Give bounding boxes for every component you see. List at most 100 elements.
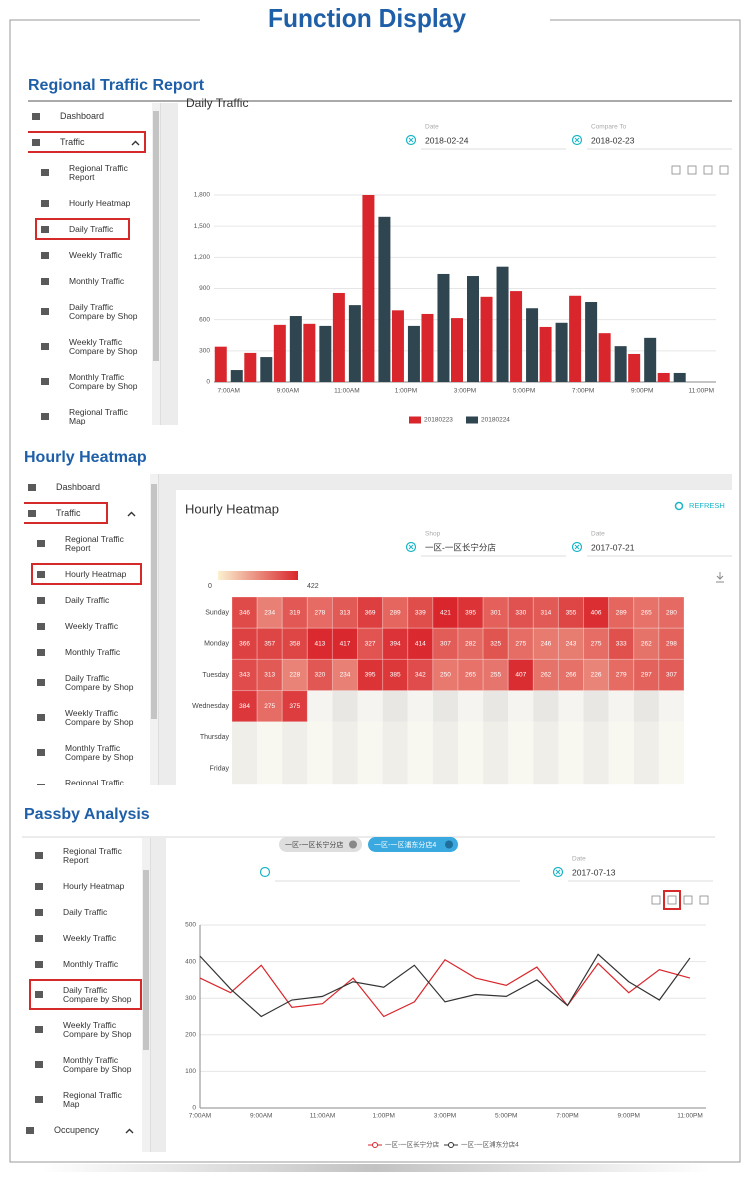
menu-icon <box>35 908 43 916</box>
menu-item[interactable]: Dashboard <box>28 103 160 129</box>
refresh-button[interactable]: REFRESH <box>689 501 725 510</box>
bar <box>614 346 627 382</box>
menu-item[interactable]: Dashboard <box>24 474 158 500</box>
empty-cell <box>257 721 283 753</box>
menu-item[interactable]: Weekly Traffic <box>24 613 158 639</box>
bar <box>496 266 509 382</box>
menu-label: Monthly Traffic Compare by Shop <box>69 371 138 391</box>
menu-item[interactable]: Regional Traffic Report <box>28 155 160 190</box>
bar <box>539 326 552 382</box>
scroll-thumb <box>153 111 159 361</box>
menu-item[interactable]: Hourly Heatmap <box>22 873 150 899</box>
tag[interactable] <box>279 837 362 852</box>
menu-item[interactable]: Regional Traffic Report <box>24 526 158 561</box>
menu-icon <box>37 596 45 604</box>
empty-cell <box>508 721 534 753</box>
menu-item[interactable]: Regional Traffic Map <box>22 1082 150 1117</box>
menu-item[interactable]: Weekly Traffic Compare by Shop <box>22 1012 150 1047</box>
menu-label: Regional Traffic Report <box>65 533 124 553</box>
menu-item[interactable]: Weekly Traffic <box>28 242 160 268</box>
menu-item[interactable]: Traffic <box>24 500 158 526</box>
cell-label: 234 <box>264 609 275 616</box>
cell-label: 406 <box>591 609 602 616</box>
section-title: Passby Analysis <box>24 806 150 823</box>
empty-cell <box>232 753 258 785</box>
menu-item[interactable]: Regional Traffic Map <box>28 399 160 425</box>
menu-item[interactable]: Monthly Traffic <box>24 639 158 665</box>
cell-label: 297 <box>641 672 652 679</box>
menu-item[interactable]: Weekly Traffic <box>22 925 150 951</box>
menu-item[interactable]: Monthly Traffic Compare by Shop <box>24 735 158 770</box>
heat-cell <box>432 627 459 660</box>
menu-item[interactable]: Daily Traffic <box>28 216 160 242</box>
tag-label: 一区-一区浦东分店4 <box>374 840 436 849</box>
empty-cell <box>458 690 484 722</box>
scroll-thumb <box>151 484 157 719</box>
menu-item[interactable]: Monthly Traffic Compare by Shop <box>28 364 160 399</box>
heat-cell <box>357 596 384 629</box>
menu-icon <box>32 138 40 146</box>
cell-label: 278 <box>314 609 325 616</box>
empty-cell <box>583 690 609 722</box>
field-value[interactable]: 2017-07-21 <box>591 542 635 552</box>
menu-item[interactable]: Daily Traffic <box>24 587 158 613</box>
tag-close <box>445 840 453 849</box>
menu-icon <box>41 343 49 350</box>
empty-cell <box>332 753 358 785</box>
field-label: Shop <box>425 531 441 538</box>
heat-cell <box>256 596 283 629</box>
menu-item[interactable]: Daily Traffic <box>22 899 150 925</box>
cell-label: 320 <box>314 672 325 679</box>
scroll-track <box>152 103 160 425</box>
menu-icon <box>35 1061 43 1068</box>
field-value[interactable]: 2018-02-23 <box>591 135 635 145</box>
menu-item[interactable]: Regional Traffic Report <box>22 838 150 873</box>
empty-cell <box>407 721 433 753</box>
heat-cell <box>608 658 635 692</box>
y-tick-label: 0 <box>192 1105 196 1112</box>
menu-item[interactable]: Monthly Traffic Compare by Shop <box>22 1047 150 1082</box>
menu-item[interactable]: Hourly Heatmap <box>24 561 158 587</box>
field-value[interactable]: 2018-02-24 <box>425 135 469 145</box>
x-tick-label: 11:00AM <box>310 1113 336 1120</box>
menu-item[interactable]: Traffic <box>28 129 160 155</box>
cell-label: 289 <box>616 609 627 616</box>
scroll-thumb <box>143 870 149 1050</box>
menu-item[interactable]: Monthly Traffic <box>28 268 160 294</box>
clear-icon <box>405 134 417 146</box>
tag[interactable] <box>368 837 458 852</box>
menu-item[interactable]: Occupency <box>22 1117 150 1143</box>
menu-item[interactable]: Hourly Heatmap <box>28 190 160 216</box>
menu-item[interactable]: Monthly Traffic <box>22 951 150 977</box>
heat-cell <box>357 627 384 660</box>
refresh-icon <box>674 501 684 511</box>
sidebar: Dashboard Traffic Regional Traffic Report H… <box>28 103 161 425</box>
bar <box>480 296 493 382</box>
field-value[interactable]: 2017-07-13 <box>572 867 616 877</box>
empty-cell <box>458 721 484 753</box>
menu-item[interactable]: Regional Traffic Map <box>24 770 158 785</box>
menu-icon <box>41 277 49 285</box>
empty-cell <box>558 690 584 722</box>
y-tick-label: 400 <box>185 958 196 965</box>
cell-label: 325 <box>490 641 501 648</box>
scale-min: 0 <box>208 583 212 590</box>
bar <box>555 322 568 382</box>
header-title: Function Display <box>268 3 467 33</box>
highlight-box <box>28 131 146 153</box>
menu-item[interactable]: Weekly Traffic Compare by Shop <box>24 700 158 735</box>
menu-item[interactable]: Daily Traffic Compare by Shop <box>28 294 160 329</box>
cell-label: 330 <box>515 609 526 616</box>
x-tick-label: 7:00PM <box>572 388 594 395</box>
menu-item[interactable]: Weekly Traffic Compare by Shop <box>28 329 160 364</box>
clear-icon-x <box>408 137 414 143</box>
bar <box>598 333 611 382</box>
bar <box>230 370 243 382</box>
cell-label: 282 <box>465 641 476 648</box>
cell-label: 307 <box>666 672 677 679</box>
menu-item[interactable]: Daily Traffic Compare by Shop <box>24 665 158 700</box>
field-value[interactable]: 一区-一区长宁分店 <box>425 542 496 552</box>
menu-item[interactable]: Daily Traffic Compare by Shop <box>22 977 150 1012</box>
heat-cell <box>658 627 685 660</box>
